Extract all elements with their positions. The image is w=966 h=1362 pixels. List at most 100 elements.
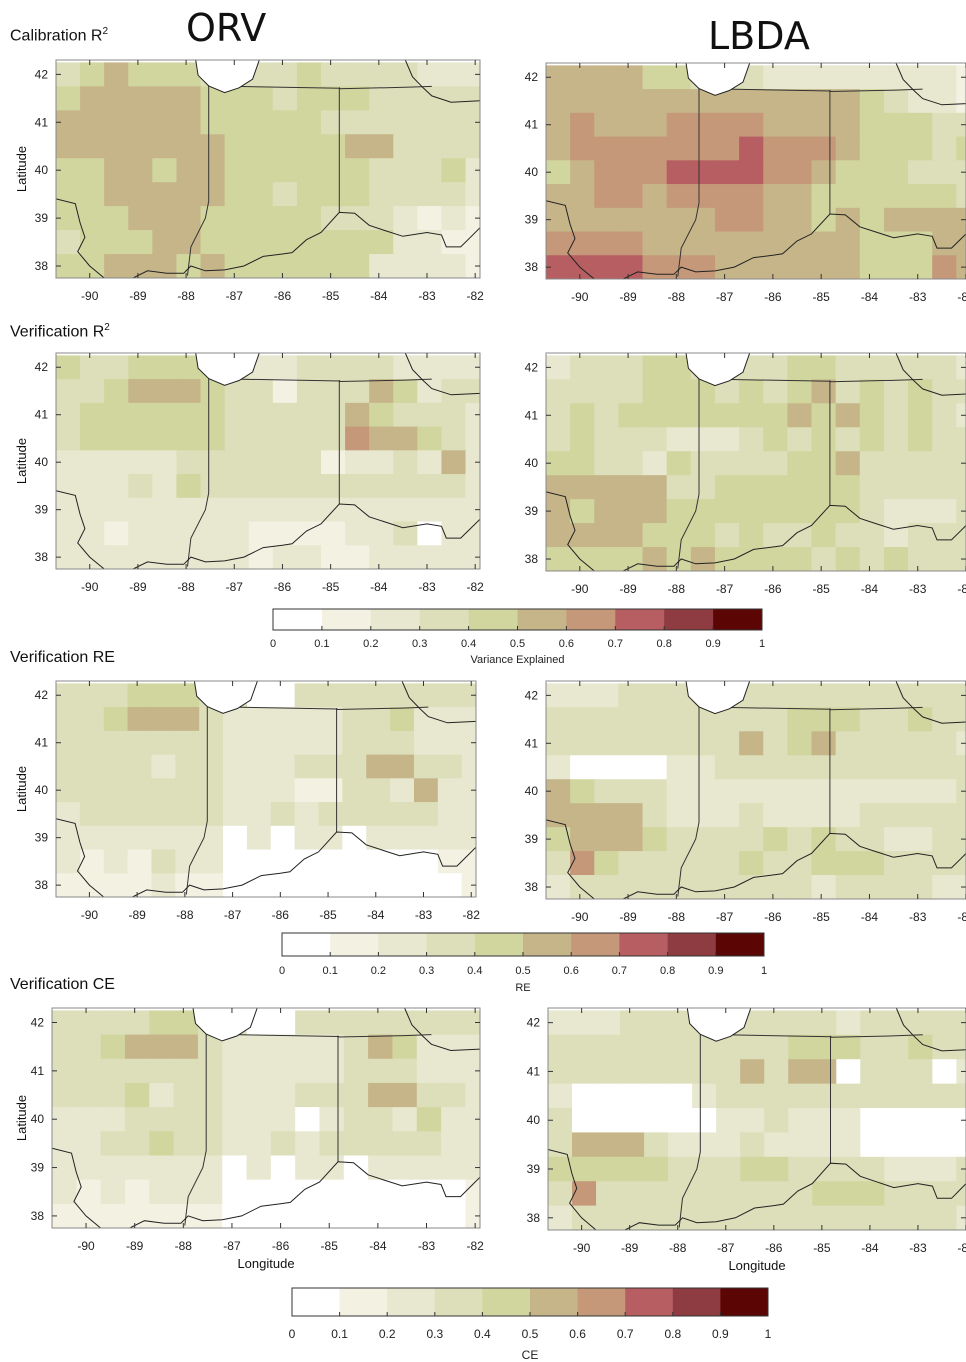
heat-cell <box>618 803 643 828</box>
heat-cell <box>618 231 643 256</box>
heat-cell <box>835 427 861 452</box>
heat-cell <box>956 1034 966 1060</box>
heat-cell <box>764 1034 789 1060</box>
heat-cell <box>368 1107 393 1132</box>
heat-cell <box>152 355 177 380</box>
heat-cell <box>393 497 418 522</box>
heat-cell <box>296 158 322 183</box>
heat-cell <box>128 182 153 207</box>
heat-cell <box>666 475 692 500</box>
x-tick-label: -82 <box>466 1239 484 1253</box>
heat-cell <box>932 1083 957 1109</box>
heat-cell <box>417 355 442 380</box>
heat-cell <box>740 1083 765 1109</box>
heat-cell <box>465 521 480 546</box>
heat-cell <box>345 86 370 111</box>
colorbar-swatch <box>615 609 665 630</box>
heat-cell <box>811 475 837 500</box>
heat-cell <box>151 825 176 850</box>
heat-cell <box>812 1034 837 1060</box>
state-border <box>339 85 432 90</box>
lake-michigan <box>686 1008 752 1042</box>
heat-cell <box>811 379 837 404</box>
heat-cell <box>272 206 298 231</box>
heat-cell <box>644 1132 669 1158</box>
heat-cell <box>270 849 296 874</box>
heat-cell <box>860 1010 885 1036</box>
heat-cell <box>666 89 692 114</box>
heat-cell <box>465 1179 480 1205</box>
state-border <box>187 85 210 276</box>
heat-cell <box>103 754 128 779</box>
heat-cell <box>812 1205 837 1230</box>
heat-cell <box>197 1203 223 1228</box>
heat-cell <box>152 86 177 111</box>
colorbar-swatch <box>530 1288 578 1316</box>
lake-erie <box>404 353 480 396</box>
heat-cell <box>594 89 619 114</box>
heat-cell <box>811 803 837 828</box>
heat-cell <box>461 873 476 897</box>
heat-cell <box>127 825 152 850</box>
heat-cell <box>787 875 812 899</box>
heat-cell <box>642 451 668 476</box>
heat-cell <box>127 873 152 897</box>
heat-cell <box>740 1108 765 1133</box>
heat-cell <box>345 62 370 87</box>
ohio-river <box>132 503 480 569</box>
heat-cell <box>296 62 322 87</box>
heat-cell <box>270 1034 296 1060</box>
x-tick-label: -90 <box>571 290 589 304</box>
heat-cell <box>932 523 957 548</box>
y-tick-label: 42 <box>35 67 49 81</box>
heat-cell <box>416 1082 442 1108</box>
heat-cell <box>79 825 105 850</box>
heat-cell <box>390 778 415 803</box>
heat-cell <box>932 427 957 452</box>
heat-cell <box>321 402 346 427</box>
heat-cell <box>321 158 346 183</box>
heat-cell <box>465 545 480 569</box>
x-tick-label: -84 <box>369 1239 387 1253</box>
heat-cell <box>272 254 298 278</box>
map-frame <box>547 1007 966 1231</box>
heat-cell <box>441 1058 466 1084</box>
heat-cell <box>763 875 788 899</box>
heat-cell <box>100 1058 126 1084</box>
x-tick-label: -82 <box>957 290 966 304</box>
y-tick-label: 40 <box>31 1112 45 1126</box>
heat-cell <box>152 110 177 135</box>
heat-cell <box>763 707 788 732</box>
heat-cell <box>369 254 394 278</box>
heat-cell <box>272 182 298 207</box>
x-tick-label: -86 <box>272 908 290 922</box>
colorbar-swatch <box>667 933 717 956</box>
heat-cell <box>666 136 692 161</box>
heat-cell <box>413 730 439 755</box>
heat-cell <box>296 254 322 278</box>
heat-cell <box>248 402 274 427</box>
row-title-text: Verification RE <box>10 649 115 666</box>
heat-cell <box>224 450 250 475</box>
heat-cell <box>321 521 346 546</box>
heat-cell <box>197 1107 223 1132</box>
colorbar-tick-label: 0.7 <box>608 638 623 650</box>
x-tick-label: -84 <box>370 580 388 594</box>
heat-cell <box>342 825 367 850</box>
heat-cell <box>79 754 105 779</box>
heat-cell <box>546 255 571 279</box>
heat-cell <box>618 523 643 548</box>
heat-cell <box>642 779 668 804</box>
x-tick-label: -84 <box>370 289 388 303</box>
heat-cell <box>642 65 668 90</box>
heat-cell <box>908 731 933 756</box>
heat-cell <box>739 136 764 161</box>
heat-cell <box>176 450 201 475</box>
x-tick-label: -88 <box>668 582 686 596</box>
heat-cell <box>486 778 510 802</box>
heat-cell <box>441 158 466 183</box>
heat-cell <box>908 112 933 137</box>
heat-cell <box>690 851 716 876</box>
heat-cell <box>416 1010 442 1035</box>
heat-cell <box>79 707 105 732</box>
